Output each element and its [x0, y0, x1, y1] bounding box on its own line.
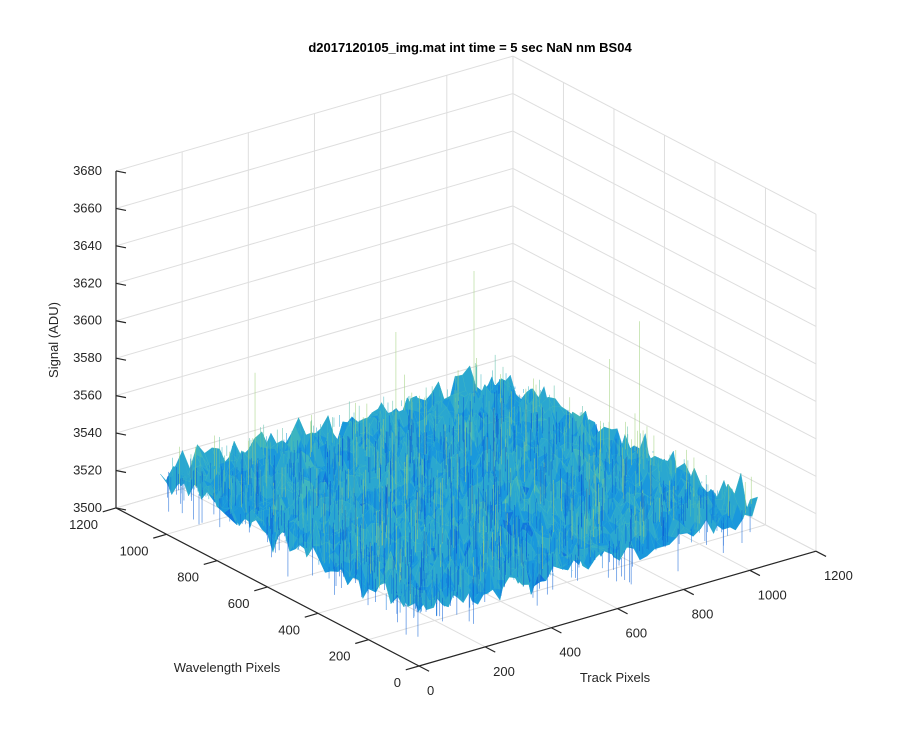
x-tick-label: 1000	[758, 587, 787, 602]
z-grid-back-left	[115, 55, 514, 172]
y-axis-label: Wavelength Pixels	[174, 660, 281, 675]
z-tick-label: 3580	[73, 350, 102, 365]
z-grid-back-right	[512, 130, 817, 290]
z-grid-back-left	[115, 280, 514, 397]
y-tick-label: 600	[228, 596, 250, 611]
x-axis-label: Track Pixels	[580, 670, 651, 685]
y-tick-label: 1200	[69, 517, 98, 532]
z-grid-back-right	[512, 93, 817, 253]
z-tick-mark	[115, 432, 127, 436]
z-grid-back-right	[512, 280, 817, 440]
chart-title: d2017120105_img.mat int time = 5 sec NaN…	[308, 40, 632, 55]
z-grid-back-right	[512, 205, 817, 365]
y-tick-mark	[355, 639, 369, 645]
z-grid-back-left	[115, 130, 514, 247]
z-tick-label: 3640	[73, 238, 102, 253]
z-tick-mark	[115, 320, 127, 324]
y-tick-label: 200	[329, 649, 351, 664]
z-tick-label: 3680	[73, 163, 102, 178]
z-grid-back-left	[115, 205, 514, 322]
tick-labels: 0 200 400 600 800 1000 1200 0 200 400 600 800 1000 12…	[69, 163, 853, 698]
x-tick-label: 800	[692, 606, 714, 621]
z-tick-label: 3520	[73, 463, 102, 478]
x-tick-mark	[484, 646, 496, 653]
x-tick-label: 400	[559, 645, 581, 660]
x-tick-mark	[815, 550, 827, 557]
x-tick-label: 200	[493, 664, 515, 679]
surface-plot	[160, 271, 758, 637]
x-tick-label: 1200	[824, 568, 853, 583]
y-tick-mark	[102, 507, 117, 513]
z-tick-mark	[115, 282, 127, 286]
x-tick-mark	[551, 627, 562, 634]
z-tick-mark	[115, 395, 127, 399]
x-tick-label: 600	[625, 626, 647, 641]
y-tick-mark	[203, 560, 218, 566]
z-tick-label: 3600	[73, 313, 102, 328]
z-grid-back-right	[512, 317, 817, 477]
x-tick-mark	[749, 569, 761, 577]
z-tick-mark	[115, 469, 127, 474]
y-tick-mark	[304, 612, 319, 618]
x-tick-label: 0	[427, 683, 434, 698]
z-tick-label: 3560	[73, 388, 102, 403]
x-tick-mark	[683, 588, 695, 596]
z-tick-mark	[115, 170, 127, 174]
y-tick-label: 1000	[120, 543, 149, 558]
z-tick-mark	[115, 245, 127, 249]
y-tick-label: 0	[394, 675, 401, 690]
y-tick-mark	[153, 533, 167, 539]
y-tick-label: 800	[177, 570, 199, 585]
z-tick-label: 3660	[73, 200, 102, 215]
z-grid-back-right	[512, 168, 817, 327]
z-tick-label: 3620	[73, 275, 102, 290]
z-grid-back-left	[115, 242, 514, 359]
z-grid-back-left	[115, 317, 514, 434]
y-tick-label: 400	[278, 622, 300, 637]
z-tick-label: 3500	[73, 500, 102, 515]
axes	[102, 170, 827, 672]
z-grid-back-left	[115, 167, 514, 284]
z-tick-mark	[115, 357, 127, 361]
z-tick-mark	[115, 507, 127, 511]
z-grid-back-right	[512, 55, 817, 215]
y-tick-mark	[405, 665, 420, 671]
y-grid-floor	[368, 524, 766, 641]
z-axis-label: Signal (ADU)	[46, 302, 61, 378]
x-tick-mark	[418, 665, 430, 672]
z-tick-label: 3540	[73, 425, 102, 440]
z-grid-back-right	[512, 355, 817, 515]
y-tick-mark	[254, 586, 268, 592]
z-grid-back-left	[115, 93, 514, 209]
z-tick-mark	[115, 207, 127, 211]
x-tick-mark	[617, 608, 628, 615]
z-grid-back-right	[512, 242, 817, 402]
